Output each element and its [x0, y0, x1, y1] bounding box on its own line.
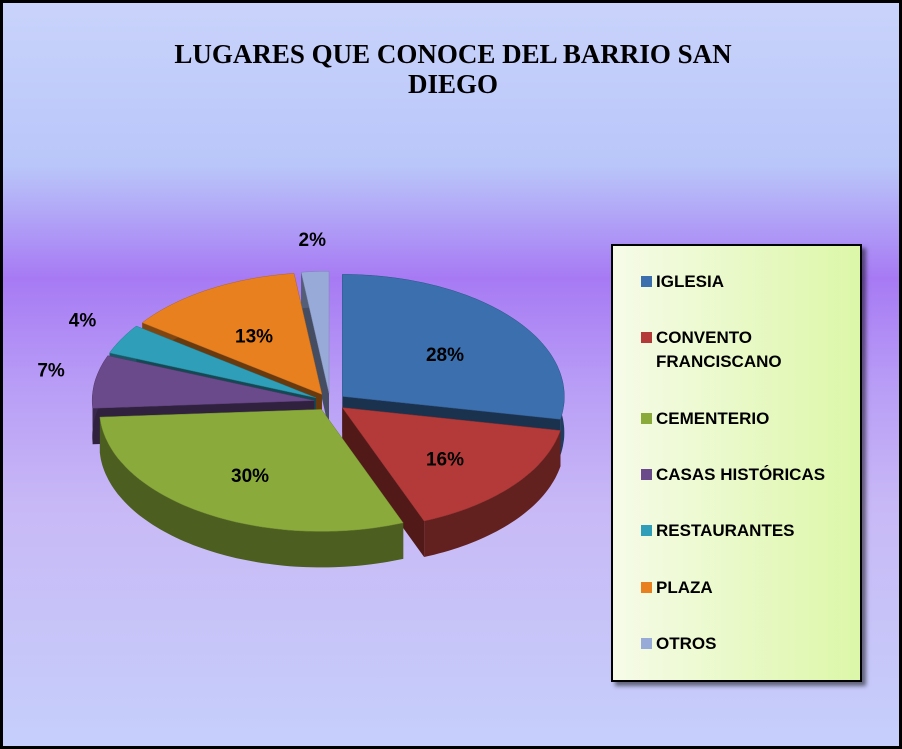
- legend-item: CONVENTO FRANCISCANO: [613, 326, 860, 374]
- slice: [99, 409, 404, 532]
- legend-label: RESTAURANTES: [656, 521, 795, 541]
- data-label: 2%: [299, 230, 327, 251]
- legend-label: OTROS: [656, 633, 717, 653]
- legend-swatch: [641, 468, 652, 480]
- slice-wall: [424, 430, 561, 557]
- legend-swatch: [641, 637, 652, 649]
- legend-label: IGLESIA: [656, 272, 725, 292]
- slice-side: [301, 272, 329, 430]
- slice: [109, 325, 317, 399]
- legend-item: CEMENTERIO: [613, 407, 860, 431]
- chart-title: LUGARES QUE CONOCE DEL BARRIO SAN DIEGO: [174, 39, 732, 99]
- data-label: 4%: [69, 310, 97, 331]
- legend-swatch: [641, 412, 652, 424]
- legend-item: PLAZA: [613, 576, 860, 600]
- slice: [300, 270, 330, 394]
- data-label: 13%: [235, 326, 273, 347]
- slice: [342, 274, 565, 420]
- legend: IGLESIA CONVENTO FRANCISCANO CEMENTERIO CAS…: [611, 244, 862, 682]
- legend-item: CASAS HISTÓRICAS: [613, 463, 860, 487]
- legend-swatch: [641, 276, 652, 288]
- slice: [141, 273, 323, 395]
- data-label: 7%: [37, 361, 65, 382]
- legend-item: IGLESIA: [613, 270, 860, 294]
- legend-label: CASAS HISTÓRICAS: [656, 464, 826, 484]
- legend-label: CONVENTO FRANCISCANO: [656, 328, 782, 372]
- data-label: 28%: [426, 345, 464, 366]
- legend-label: PLAZA: [656, 577, 713, 597]
- legend-swatch: [641, 525, 652, 537]
- slice: [341, 407, 561, 522]
- slice-side: [342, 407, 425, 557]
- legend-swatch: [641, 332, 652, 344]
- slice: [91, 355, 315, 409]
- data-label: 30%: [231, 466, 269, 487]
- legend-item: RESTAURANTES: [613, 519, 860, 543]
- legend-swatch: [641, 581, 652, 593]
- legend-label: CEMENTERIO: [656, 408, 770, 428]
- data-label: 16%: [426, 449, 464, 470]
- legend-item: OTROS: [613, 632, 860, 656]
- slice-wall: [99, 417, 404, 568]
